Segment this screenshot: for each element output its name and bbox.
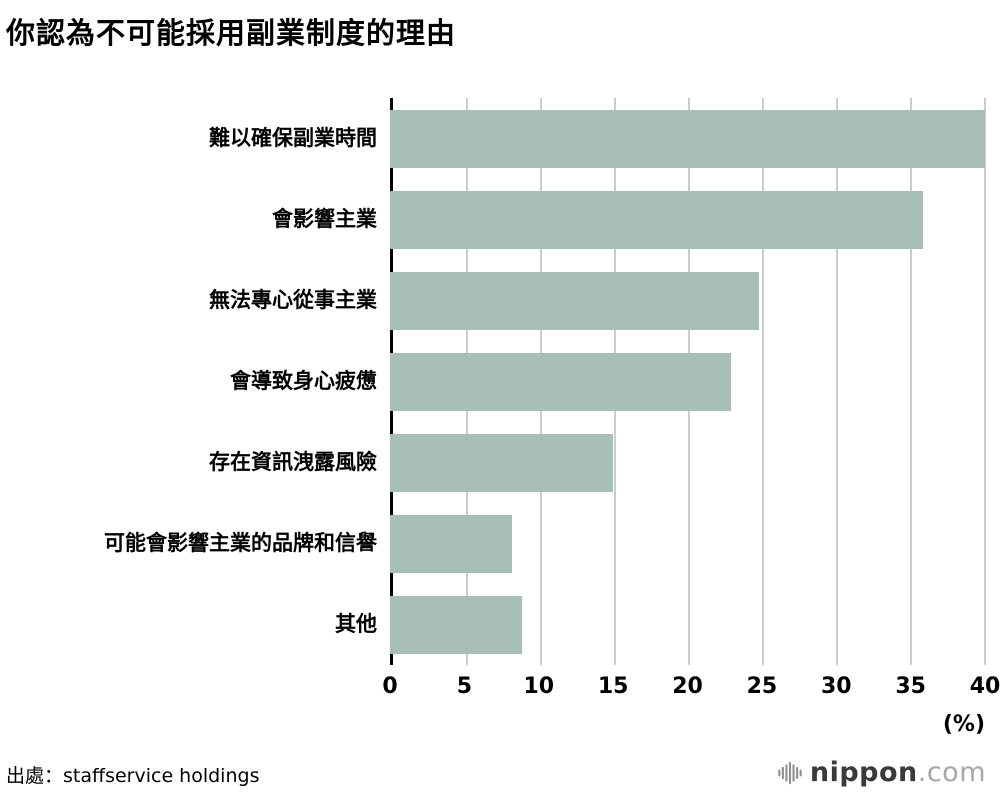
bar-track <box>390 433 985 492</box>
chart-row: 會影響主業 <box>0 179 1000 260</box>
x-tick-label: 40 <box>969 674 1000 699</box>
bar-track <box>390 352 985 411</box>
source-text: 出處：staffservice holdings <box>6 765 260 787</box>
bar <box>390 595 523 654</box>
chart-row: 存在資訊洩露風險 <box>0 422 1000 503</box>
x-tick-label: 15 <box>597 674 629 699</box>
x-tick-label: 35 <box>895 674 926 699</box>
x-tick-label: 0 <box>382 674 398 699</box>
bar <box>390 109 985 168</box>
bar-track <box>390 190 985 249</box>
x-tick-label: 25 <box>746 674 778 699</box>
chart-row: 無法專心從事主業 <box>0 260 1000 341</box>
category-label: 其他 <box>335 612 377 637</box>
gridline <box>910 98 912 665</box>
logo-text-nippon: nippon <box>809 757 918 788</box>
x-tick-label: 20 <box>672 674 703 699</box>
chart-row: 可能會影響主業的品牌和信譽 <box>0 503 1000 584</box>
x-axis-ticks: 0 5 10 15 20 25 30 35 40 <box>382 674 1000 704</box>
bar <box>390 514 512 573</box>
footer: 出處：staffservice holdings nippon .com <box>6 757 986 788</box>
category-label: 存在資訊洩露風險 <box>209 450 377 475</box>
chart-row: 其他 <box>0 584 1000 665</box>
category-label: 無法專心從事主業 <box>209 288 377 313</box>
category-label: 會影響主業 <box>272 207 377 232</box>
nippon-logo[interactable]: nippon .com <box>777 757 986 788</box>
bar-track <box>390 514 985 573</box>
category-label: 可能會影響主業的品牌和信譽 <box>104 531 377 556</box>
x-axis-unit-label: (%) <box>942 712 985 737</box>
gridline <box>762 98 764 665</box>
category-label: 難以確保副業時間 <box>209 126 377 151</box>
bar <box>390 352 731 411</box>
bar-track <box>390 109 985 168</box>
bar <box>390 433 614 492</box>
bar-track <box>390 271 985 330</box>
x-tick-label: 10 <box>523 674 555 699</box>
chart-row: 會導致身心疲憊 <box>0 341 1000 422</box>
soundwave-icon <box>778 761 802 784</box>
chart-rows: 難以確保副業時間會影響主業無法專心從事主業會導致身心疲憊存在資訊洩露風險可能會影… <box>0 98 1000 665</box>
bar-chart: 難以確保副業時間會影響主業無法專心從事主業會導致身心疲憊存在資訊洩露風險可能會影… <box>0 98 1000 748</box>
soundwave-bars <box>778 761 802 784</box>
category-label: 會導致身心疲憊 <box>230 369 377 394</box>
chart-row: 難以確保副業時間 <box>0 98 1000 179</box>
gridline <box>836 98 838 665</box>
bar <box>390 190 923 249</box>
bar-track <box>390 595 985 654</box>
chart-title: 你認為不可能採用副業制度的理由 <box>6 16 457 50</box>
gridline <box>984 98 986 665</box>
bar <box>390 271 759 330</box>
logo-text-com: .com <box>917 757 986 788</box>
x-tick-label: 5 <box>456 674 473 699</box>
x-tick-label: 30 <box>820 674 852 699</box>
